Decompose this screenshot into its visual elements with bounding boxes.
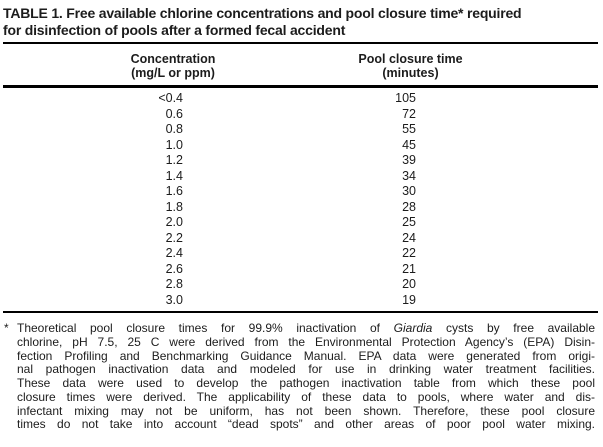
concentration-cell: 2.0 xyxy=(165,215,183,229)
footnote-first-line-post: cysts by free available xyxy=(432,321,596,335)
title-divider xyxy=(3,42,598,44)
table-row: 2.2 24 xyxy=(3,231,598,247)
closure-time-cell: 30 xyxy=(402,184,416,198)
footnote-line: chlorine, pH 7.5, 25 C were derived from… xyxy=(17,334,595,349)
footnote-line: infectant mixing may not be uniform, has… xyxy=(17,403,595,418)
concentration-cell: <0.4 xyxy=(158,91,183,105)
table-title-line-1: TABLE 1. Free available chlorine concent… xyxy=(3,5,522,21)
page-root: TABLE 1. Free available chlorine concent… xyxy=(3,5,598,432)
concentration-cell: 0.6 xyxy=(165,106,183,121)
concentration-cell: 1.6 xyxy=(165,184,183,198)
table-row: 1.2 39 xyxy=(3,153,598,169)
table-body: <0.4 105 0.6 72 0.8 55 1.0 45 1.2 39 1.4… xyxy=(3,88,598,308)
closure-time-cell: 45 xyxy=(402,137,416,152)
footnote: * Theoretical pool closure times for 99.9… xyxy=(3,313,595,432)
footnote-first-line-pre: Theoretical pool closure times for 99.9%… xyxy=(17,321,394,335)
footnote-continuation: chlorine, pH 7.5, 25 C were derived from… xyxy=(3,334,595,432)
footnote-line: closure times were derived. The applicab… xyxy=(17,389,595,404)
concentration-cell: 1.4 xyxy=(165,168,183,183)
table-title: TABLE 1. Free available chlorine concent… xyxy=(3,5,598,39)
table-row: 0.6 72 xyxy=(3,107,598,123)
concentration-cell: 3.0 xyxy=(165,292,183,307)
concentration-header-unit: (mg/L or ppm) xyxy=(131,66,215,80)
table-row: 2.6 21 xyxy=(3,262,598,278)
footnote-line: fection Profiling and Benchmarking Guida… xyxy=(17,348,595,363)
closure-time-header-title: Pool closure time xyxy=(358,52,463,66)
table-row: 2.4 22 xyxy=(3,246,598,262)
concentration-cell: 2.6 xyxy=(165,261,183,276)
table-row: <0.4 105 xyxy=(3,91,598,107)
footnote-line: These data were used to develop the path… xyxy=(17,376,595,390)
concentration-cell: 1.0 xyxy=(165,137,183,152)
closure-time-cell: 105 xyxy=(395,91,416,105)
concentration-column-header: Concentration (mg/L or ppm) xyxy=(3,52,343,80)
closure-time-cell: 72 xyxy=(402,106,416,121)
footnote-line: times do not take into account “dead spo… xyxy=(17,417,595,432)
closure-time-cell: 24 xyxy=(402,230,416,245)
table-bottom-divider xyxy=(3,311,598,313)
footnote-asterisk-marker: * xyxy=(4,321,9,335)
closure-time-cell: 19 xyxy=(402,292,416,307)
concentration-cell: 1.8 xyxy=(165,199,183,214)
closure-time-cell: 20 xyxy=(402,277,416,291)
table-row: 1.4 34 xyxy=(3,169,598,185)
closure-time-cell: 39 xyxy=(402,153,416,167)
closure-time-cell: 34 xyxy=(402,168,416,183)
table-row: 2.0 25 xyxy=(3,215,598,231)
closure-time-cell: 21 xyxy=(402,261,416,276)
closure-time-header-unit: (minutes) xyxy=(382,66,439,80)
concentration-cell: 2.2 xyxy=(165,230,183,245)
table-row: 3.0 19 xyxy=(3,293,598,309)
concentration-cell: 0.8 xyxy=(165,122,183,136)
footnote-giardia-italic: Giardia xyxy=(393,321,433,335)
closure-time-cell: 22 xyxy=(402,246,416,260)
table-row: 1.6 30 xyxy=(3,184,598,200)
footnote-line: nal pathogen inactivation data and model… xyxy=(17,362,595,377)
closure-time-cell: 28 xyxy=(402,199,416,214)
table-row: 1.0 45 xyxy=(3,138,598,154)
table-row: 0.8 55 xyxy=(3,122,598,138)
concentration-header-title: Concentration xyxy=(130,52,216,66)
footnote-first-line: * Theoretical pool closure times for 99.9… xyxy=(3,321,596,336)
concentration-cell: 1.2 xyxy=(165,153,183,167)
table-header: Concentration (mg/L or ppm) Pool closure… xyxy=(3,44,598,85)
table-title-line-2: for disinfection of pools after a formed… xyxy=(3,22,346,38)
closure-time-column-header: Pool closure time (minutes) xyxy=(343,52,478,80)
table-row: 2.8 20 xyxy=(3,277,598,293)
closure-time-cell: 55 xyxy=(402,122,416,136)
concentration-cell: 2.8 xyxy=(165,277,183,291)
table-row: 1.8 28 xyxy=(3,200,598,216)
closure-time-cell: 25 xyxy=(402,215,416,229)
concentration-cell: 2.4 xyxy=(165,246,183,260)
header-divider xyxy=(3,85,598,88)
